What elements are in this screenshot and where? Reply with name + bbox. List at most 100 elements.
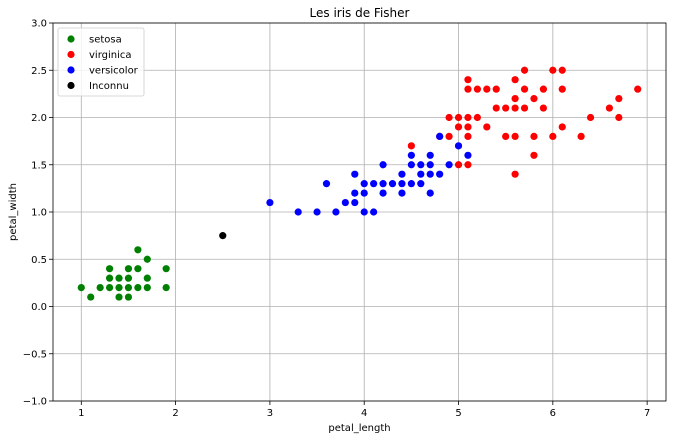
data-point-setosa: [162, 265, 170, 273]
data-point-versicolor: [351, 189, 359, 197]
data-point-versicolor: [332, 208, 340, 216]
data-point-setosa: [115, 293, 123, 301]
data-point-versicolor: [379, 180, 387, 188]
data-point-virginica: [520, 104, 529, 112]
data-point-virginica: [577, 132, 585, 140]
data-point-setosa: [115, 274, 123, 282]
data-point-versicolor: [398, 189, 406, 197]
data-point-virginica: [464, 161, 472, 169]
data-point-virginica: [530, 95, 538, 103]
data-point-versicolor: [454, 142, 463, 150]
data-point-virginica: [511, 95, 519, 103]
data-point-virginica: [558, 66, 566, 74]
legend-label-versicolor: versicolor: [89, 66, 139, 77]
data-point-virginica: [520, 66, 529, 74]
y-tick-label: 3.0: [31, 19, 47, 30]
data-point-setosa: [105, 274, 114, 282]
data-point-virginica: [464, 85, 472, 93]
data-point-virginica: [511, 76, 519, 84]
legend-label-inconnu: Inconnu: [89, 81, 129, 92]
data-points: [77, 66, 642, 301]
data-point-virginica: [454, 123, 463, 131]
data-point-setosa: [124, 293, 133, 301]
data-point-setosa: [124, 274, 133, 282]
data-point-versicolor: [398, 170, 406, 178]
legend-marker-virginica: [67, 50, 75, 59]
y-axis-label: petal_width: [8, 183, 19, 241]
data-point-virginica: [558, 123, 566, 131]
data-point-virginica: [492, 104, 500, 112]
data-point-virginica: [445, 113, 453, 122]
data-point-versicolor: [370, 180, 378, 188]
data-point-setosa: [162, 284, 170, 292]
data-point-versicolor: [370, 208, 378, 216]
data-point-virginica: [539, 85, 548, 93]
data-point-versicolor: [294, 208, 302, 216]
data-point-virginica: [502, 132, 510, 140]
data-point-virginica: [492, 85, 500, 93]
data-point-virginica: [586, 113, 595, 122]
data-point-setosa: [134, 265, 142, 273]
data-point-setosa: [105, 284, 114, 292]
data-point-virginica: [511, 170, 519, 178]
x-tick-label: 6: [550, 408, 556, 419]
data-point-setosa: [143, 284, 151, 292]
data-point-virginica: [615, 95, 623, 103]
data-point-versicolor: [445, 161, 453, 169]
data-point-virginica: [483, 123, 491, 131]
data-point-setosa: [134, 284, 142, 292]
data-point-virginica: [530, 151, 538, 159]
data-point-versicolor: [379, 189, 387, 197]
legend: setosa virginica versicolor Inconnu: [57, 27, 145, 97]
data-point-virginica: [511, 104, 519, 112]
x-tick-label: 1: [78, 408, 84, 419]
data-point-setosa: [124, 284, 133, 292]
data-point-virginica: [483, 85, 491, 93]
data-point-virginica: [615, 113, 623, 122]
data-point-versicolor: [407, 180, 415, 188]
x-tick-label: 5: [455, 408, 461, 419]
y-tick-label: 1.5: [31, 160, 47, 171]
y-tick-label: −0.5: [23, 349, 47, 360]
x-tick-label: 3: [267, 408, 273, 419]
data-point-virginica: [549, 132, 557, 140]
data-point-versicolor: [436, 170, 444, 178]
data-point-versicolor: [379, 161, 387, 169]
data-point-versicolor: [417, 170, 425, 178]
y-tick-label: −1.0: [23, 397, 47, 408]
data-point-virginica: [520, 85, 529, 93]
data-point-virginica: [511, 132, 519, 140]
x-tick-label: 7: [644, 408, 650, 419]
data-point-versicolor: [426, 161, 434, 169]
x-axis-label: petal_length: [328, 423, 390, 434]
data-point-versicolor: [351, 170, 359, 178]
y-tick-label: 2.5: [31, 66, 47, 77]
data-point-versicolor: [266, 198, 274, 207]
data-point-setosa: [134, 246, 142, 254]
legend-label-virginica: virginica: [89, 50, 132, 61]
data-point-virginica: [539, 104, 548, 112]
x-tick-label: 4: [361, 408, 367, 419]
data-point-setosa: [143, 274, 151, 282]
data-point-setosa: [87, 293, 95, 301]
data-point-versicolor: [351, 198, 359, 207]
data-point-versicolor: [360, 180, 368, 188]
legend-marker-versicolor: [67, 66, 75, 74]
legend-label-setosa: setosa: [89, 35, 122, 46]
data-point-versicolor: [464, 151, 472, 159]
chart-title: Les iris de Fisher: [310, 6, 410, 20]
data-point-versicolor: [426, 151, 434, 159]
data-point-versicolor: [398, 180, 406, 188]
data-point-versicolor: [426, 189, 434, 197]
data-point-virginica: [605, 104, 614, 112]
data-point-versicolor: [313, 208, 321, 216]
legend-box: [57, 27, 145, 97]
data-point-virginica: [464, 76, 472, 84]
y-tick-label: 1.0: [31, 208, 47, 219]
data-point-virginica: [558, 85, 566, 93]
data-point-virginica: [634, 85, 642, 93]
data-point-setosa: [115, 284, 123, 292]
data-point-versicolor: [360, 208, 368, 216]
data-point-versicolor: [407, 151, 415, 159]
